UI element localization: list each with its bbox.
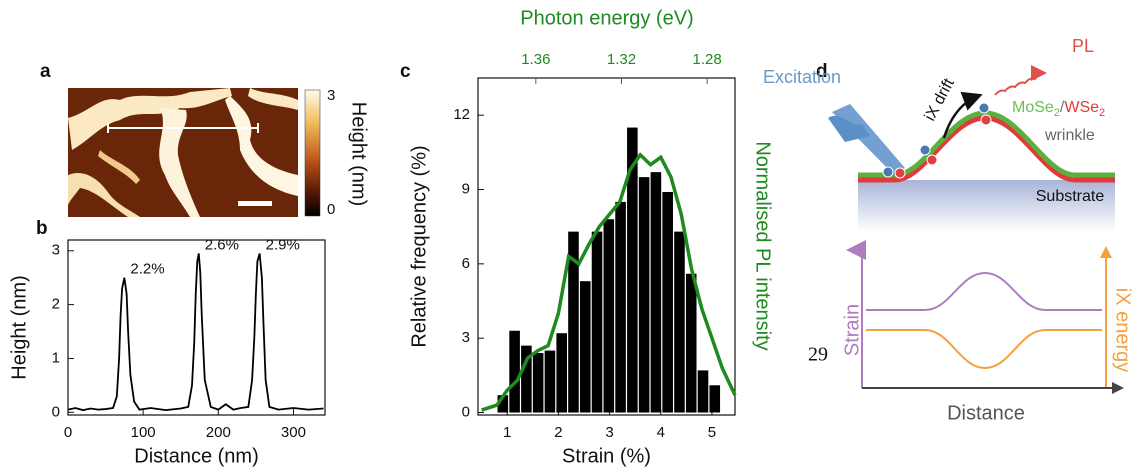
bar	[697, 370, 709, 413]
excitation-label: Excitation	[763, 67, 841, 87]
plot-frame	[67, 239, 326, 416]
material: MoSe	[1012, 99, 1054, 116]
line	[67, 253, 324, 412]
stray-text: 29	[808, 344, 828, 366]
panel-label: c	[400, 61, 411, 82]
colorbar-tick: 0	[327, 201, 335, 218]
x2-tick-label: 1.28	[693, 51, 722, 68]
y-tick-label: 6	[462, 255, 470, 272]
substrate-label: Substrate	[1036, 188, 1105, 205]
x-axis-title: Distance (nm)	[134, 445, 258, 467]
x-tick-label: 3	[605, 424, 613, 441]
x2-axis-title: Photon energy (eV)	[520, 7, 693, 29]
bar	[650, 172, 662, 413]
bar	[627, 127, 638, 413]
x-tick-label: 100	[131, 424, 156, 441]
annotation: 2.9%	[266, 236, 300, 253]
bar	[674, 231, 685, 413]
bar	[685, 273, 697, 413]
annotation: 2.2%	[130, 261, 164, 278]
bar	[532, 353, 544, 413]
x-tick-label: 5	[708, 424, 716, 441]
y2-axis-title: Normalised PL intensity	[752, 141, 774, 350]
colorbar	[304, 89, 321, 217]
pl-label: PL	[1072, 36, 1094, 56]
x-tick-label: 2	[554, 424, 562, 441]
x-tick-label: 1	[503, 424, 511, 441]
panel-label: a	[40, 61, 51, 82]
colorbar-tick: 3	[327, 87, 335, 104]
colorbar-label: Height (nm)	[348, 102, 370, 206]
y-tick-label: 12	[453, 106, 470, 123]
material-sep: /	[1060, 99, 1065, 116]
afm-image	[68, 88, 298, 217]
y-tick-label: 0	[462, 403, 470, 420]
bar	[509, 330, 520, 413]
panel-label: b	[36, 218, 48, 239]
x2-tick-label: 1.36	[521, 51, 550, 68]
y-tick-label: 9	[462, 180, 470, 197]
bar	[615, 201, 626, 413]
bar	[521, 345, 532, 413]
material-label: MoSe2/WSe2	[1012, 99, 1105, 119]
x2-tick-label: 1.32	[607, 51, 636, 68]
bar	[579, 281, 591, 413]
material-sub: 2	[1054, 107, 1060, 119]
bar	[556, 333, 567, 413]
bar	[603, 219, 615, 413]
y-tick-label: 1	[52, 349, 60, 366]
y-tick-label: 3	[462, 329, 470, 346]
strain-label: Strain	[841, 304, 863, 356]
panel-label: d	[816, 61, 828, 82]
x-tick-label: 300	[281, 424, 306, 441]
energy-label: iX energy	[1112, 288, 1134, 373]
plot-frame	[477, 77, 736, 416]
y-tick-label: 3	[52, 242, 60, 259]
wrinkle-diagram	[828, 65, 1124, 394]
x-axis-title: Strain (%)	[562, 445, 651, 467]
y-tick-label: 2	[52, 296, 60, 313]
bar	[544, 350, 556, 413]
x-tick-label: 200	[206, 424, 231, 441]
bar	[497, 395, 509, 413]
wrinkle-label: wrinkle	[1044, 127, 1095, 144]
y-tick-label: 0	[52, 403, 60, 420]
bar	[591, 231, 603, 413]
distance-label: Distance	[947, 402, 1025, 424]
x-tick-label: 4	[657, 424, 665, 441]
y-axis-title: Relative frequency (%)	[408, 145, 430, 347]
material-sub: 2	[1099, 107, 1105, 119]
bar	[638, 177, 650, 413]
material: WSe	[1064, 99, 1099, 116]
annotation: 2.6%	[205, 236, 239, 253]
bar	[709, 385, 721, 413]
bar	[568, 231, 579, 413]
x-tick-label: 0	[64, 424, 72, 441]
pl-line	[481, 152, 737, 412]
y-axis-title: Height (nm)	[8, 275, 30, 379]
bar	[662, 191, 673, 413]
